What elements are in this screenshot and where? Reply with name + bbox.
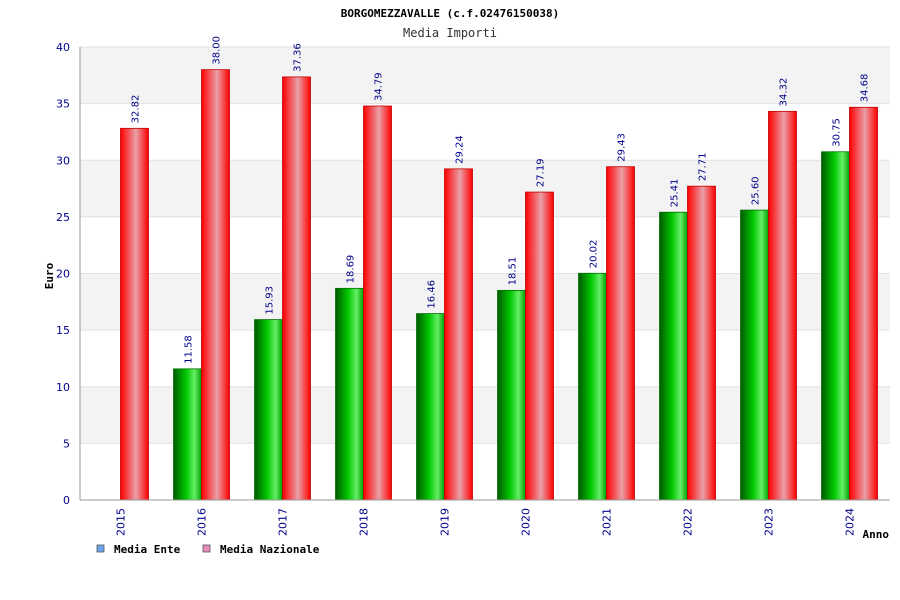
data-label: 11.58 <box>184 335 195 364</box>
x-tick-label: 2019 <box>439 508 452 536</box>
bar-media-ente-2019 <box>416 313 445 501</box>
legend: Media Ente Media Nazionale <box>96 543 320 556</box>
y-tick-label: 5 <box>63 437 70 450</box>
data-label: 37.36 <box>293 43 304 72</box>
bar-media-ente-2017 <box>254 319 283 501</box>
data-label: 25.60 <box>751 176 762 205</box>
bar-media-ente-2023 <box>740 209 769 501</box>
x-axis-ticks: 2015 2016 2017 2018 2019 2020 2021 2022 2023 2024 <box>115 508 857 536</box>
data-label: 29.43 <box>617 133 628 162</box>
legend-label-media-nazionale: Media Nazionale <box>220 543 320 556</box>
bar-media-nazionale-2015 <box>120 127 149 501</box>
y-tick-label: 30 <box>56 154 70 167</box>
y-axis-ticks: 0 5 10 15 20 25 30 35 40 <box>56 41 70 507</box>
x-tick-label: 2016 <box>196 508 209 536</box>
x-axis-label: Anno <box>863 528 890 541</box>
bar-media-ente-2020 <box>497 289 526 501</box>
bar-media-nazionale-2023 <box>768 110 797 501</box>
bar-media-nazionale-2021 <box>606 166 635 501</box>
legend-label-media-ente: Media Ente <box>114 543 181 556</box>
data-label: 25.41 <box>670 179 681 208</box>
bar-media-ente-2024 <box>821 151 850 501</box>
y-axis-label: Euro <box>43 262 56 289</box>
data-label: 30.75 <box>832 118 843 147</box>
data-label: 16.46 <box>427 280 438 309</box>
x-tick-label: 2018 <box>358 508 371 536</box>
x-tick-label: 2024 <box>844 508 857 536</box>
y-tick-label: 0 <box>63 494 70 507</box>
bar-media-ente-2018 <box>335 287 364 501</box>
y-tick-label: 10 <box>56 381 70 394</box>
y-tick-label: 15 <box>56 324 70 337</box>
chart-subtitle: Media Importi <box>403 26 497 40</box>
data-label: 29.24 <box>455 135 466 164</box>
y-tick-label: 40 <box>56 41 70 54</box>
legend-swatch-media-nazionale <box>202 544 211 553</box>
data-label: 32.82 <box>131 95 142 124</box>
chart-title: BORGOMEZZAVALLE (c.f.02476150038) <box>341 7 560 20</box>
x-tick-label: 2017 <box>277 508 290 536</box>
x-tick-label: 2022 <box>682 508 695 536</box>
bar-media-nazionale-2020 <box>525 191 554 501</box>
bar-media-nazionale-2024 <box>849 106 878 501</box>
data-labels: 32.82 11.58 38.00 15.93 37.36 18.69 34.79 16.46… <box>131 36 871 364</box>
bar-media-ente-2016 <box>173 368 202 501</box>
legend-swatch-media-ente <box>96 544 105 553</box>
data-label: 34.32 <box>779 78 790 107</box>
bar-media-nazionale-2018 <box>363 105 392 501</box>
y-tick-label: 25 <box>56 211 70 224</box>
data-label: 27.19 <box>536 158 547 187</box>
bar-media-nazionale-2019 <box>444 168 473 501</box>
bar-media-nazionale-2017 <box>282 76 311 501</box>
data-label: 20.02 <box>589 240 600 269</box>
bar-media-ente-2021 <box>578 272 607 501</box>
data-label: 18.51 <box>508 257 519 286</box>
x-tick-label: 2020 <box>520 508 533 536</box>
bar-media-ente-2022 <box>659 211 688 501</box>
data-label: 34.68 <box>860 74 871 103</box>
data-label: 15.93 <box>265 286 276 315</box>
bars <box>120 69 878 501</box>
bar-media-nazionale-2016 <box>201 69 230 501</box>
data-label: 38.00 <box>212 36 223 65</box>
data-label: 27.71 <box>698 153 709 182</box>
x-tick-label: 2023 <box>763 508 776 536</box>
y-tick-label: 20 <box>56 268 70 281</box>
bar-media-nazionale-2022 <box>687 185 716 501</box>
y-tick-label: 35 <box>56 98 70 111</box>
data-label: 34.79 <box>374 72 385 101</box>
x-tick-label: 2021 <box>601 508 614 536</box>
data-label: 18.69 <box>346 255 357 284</box>
x-tick-label: 2015 <box>115 508 128 536</box>
